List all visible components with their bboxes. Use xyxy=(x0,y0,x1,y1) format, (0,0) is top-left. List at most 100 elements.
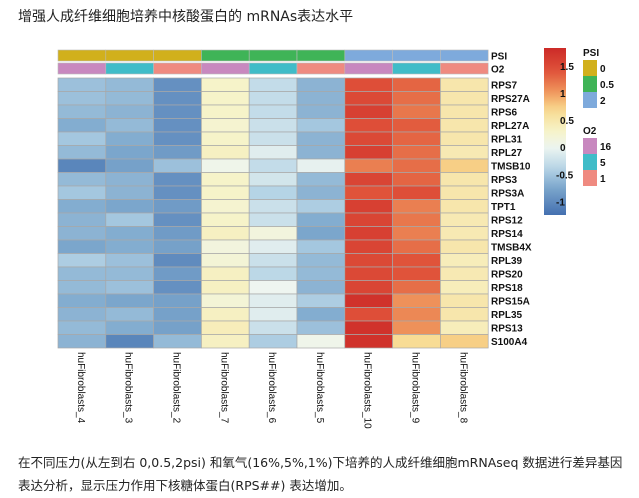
row-label: RPS27A xyxy=(491,94,530,105)
heatmap-cell xyxy=(248,266,298,281)
heatmap-cell xyxy=(296,307,346,322)
column-label: huFibroblasts_7 xyxy=(218,352,229,424)
annotation-cell-o2 xyxy=(344,62,393,75)
heatmap-cell xyxy=(153,77,202,92)
annotation-cell-psi xyxy=(153,49,202,62)
figure-caption: 在不同压力(从左到右 0,0.5,2psi) 和氧气(16%,5%,1%)下培养… xyxy=(18,455,623,493)
heatmap-cell xyxy=(392,185,441,200)
heatmap-cell xyxy=(105,320,154,335)
colorbar-tick: 0 xyxy=(560,143,566,154)
heatmap-cell xyxy=(105,158,154,173)
heatmap-cell xyxy=(344,199,393,214)
row-label: RPL27 xyxy=(491,148,523,159)
heatmap-cell xyxy=(153,91,202,106)
heatmap-cell xyxy=(440,334,489,349)
heatmap-cell xyxy=(57,104,107,119)
heatmap-cell xyxy=(153,334,202,349)
colorbar-tick: -1 xyxy=(556,197,565,208)
column-label: huFibroblasts_8 xyxy=(457,352,468,424)
heatmap-cell xyxy=(57,131,107,146)
heatmap-cell xyxy=(153,118,202,133)
heatmap-cell xyxy=(440,118,489,133)
legend-label: 2 xyxy=(600,96,606,107)
heatmap-cell xyxy=(248,118,298,133)
column-label: huFibroblasts_4 xyxy=(75,352,86,424)
annotation-cell-o2 xyxy=(57,62,107,75)
heatmap-cell xyxy=(344,212,393,227)
heatmap-cell xyxy=(201,145,250,160)
heatmap-cell xyxy=(248,104,298,119)
colorbar-tick: 0.5 xyxy=(560,116,574,127)
heatmap-cell xyxy=(57,77,107,92)
heatmap-cell xyxy=(296,118,346,133)
heatmap-cell xyxy=(201,239,250,254)
heatmap-cell xyxy=(201,131,250,146)
heatmap-cell xyxy=(344,158,393,173)
row-label: RPS14 xyxy=(491,229,523,240)
heatmap-cell xyxy=(57,145,107,160)
heatmap-cell xyxy=(296,212,346,227)
heatmap-cell xyxy=(153,172,202,187)
heatmap-cell xyxy=(296,334,346,349)
heatmap-cell xyxy=(440,104,489,119)
heatmap-cell xyxy=(296,131,346,146)
legend-swatch xyxy=(583,60,597,76)
heatmap-cell xyxy=(105,199,154,214)
row-label: RPL27A xyxy=(491,121,529,132)
heatmap-cell xyxy=(392,334,441,349)
heatmap-cell xyxy=(57,199,107,214)
heatmap-cell xyxy=(296,320,346,335)
heatmap-cell xyxy=(344,307,393,322)
annotation-cell-psi xyxy=(105,49,154,62)
row-label: TMSB4X xyxy=(491,243,532,254)
heatmap-cell xyxy=(248,185,298,200)
legend-label: 0 xyxy=(600,64,606,75)
heatmap-cell xyxy=(392,253,441,268)
heatmap-cell xyxy=(248,334,298,349)
heatmap-cell xyxy=(296,293,346,308)
heatmap-cell xyxy=(440,145,489,160)
heatmap-cell xyxy=(296,253,346,268)
heatmap-cell xyxy=(153,212,202,227)
legend-swatch xyxy=(583,76,597,92)
annotation-cell-o2 xyxy=(201,62,250,75)
heatmap-cell xyxy=(248,307,298,322)
annotation-cell-o2 xyxy=(392,62,441,75)
heatmap-cell xyxy=(105,239,154,254)
row-label: S100A4 xyxy=(491,337,528,348)
heatmap-cell xyxy=(344,320,393,335)
heatmap-cell xyxy=(344,104,393,119)
heatmap-figure: PSI O2 RPS7 RPS27A RPS6 RPL27A RPL31 RPL27 TMSB1… xyxy=(57,48,614,429)
heatmap-cell xyxy=(344,77,393,92)
heatmap-cell xyxy=(344,239,393,254)
heatmap-cell xyxy=(296,185,346,200)
heatmap-cell xyxy=(105,104,154,119)
heatmap-cell xyxy=(392,280,441,295)
legend-swatch xyxy=(583,138,597,154)
heatmap-cell xyxy=(105,280,154,295)
heatmap-cell xyxy=(105,131,154,146)
heatmap-cell xyxy=(440,91,489,106)
row-label: RPS7 xyxy=(491,81,518,92)
heatmap-cell xyxy=(344,172,393,187)
heatmap-cell xyxy=(392,118,441,133)
heatmap-cell xyxy=(57,91,107,106)
row-label: RPS20 xyxy=(491,270,523,281)
heatmap-cell xyxy=(105,185,154,200)
heatmap-cell xyxy=(105,212,154,227)
heatmap-cell xyxy=(57,172,107,187)
heatmap-cell xyxy=(344,266,393,281)
heatmap-cell xyxy=(296,266,346,281)
heatmap-cell xyxy=(392,172,441,187)
heatmap-cell xyxy=(57,158,107,173)
figure-title: 增强人成纤维细胞培养中核酸蛋白的 mRNAs表达水平 xyxy=(18,9,354,25)
heatmap-cell xyxy=(201,334,250,349)
heatmap-cell xyxy=(248,212,298,227)
heatmap-cell xyxy=(153,293,202,308)
heatmap-cell xyxy=(440,131,489,146)
heatmap-cell xyxy=(392,320,441,335)
heatmap-cell xyxy=(153,131,202,146)
heatmap-cell xyxy=(57,334,107,349)
heatmap-cell xyxy=(344,185,393,200)
heatmap-cell xyxy=(201,320,250,335)
